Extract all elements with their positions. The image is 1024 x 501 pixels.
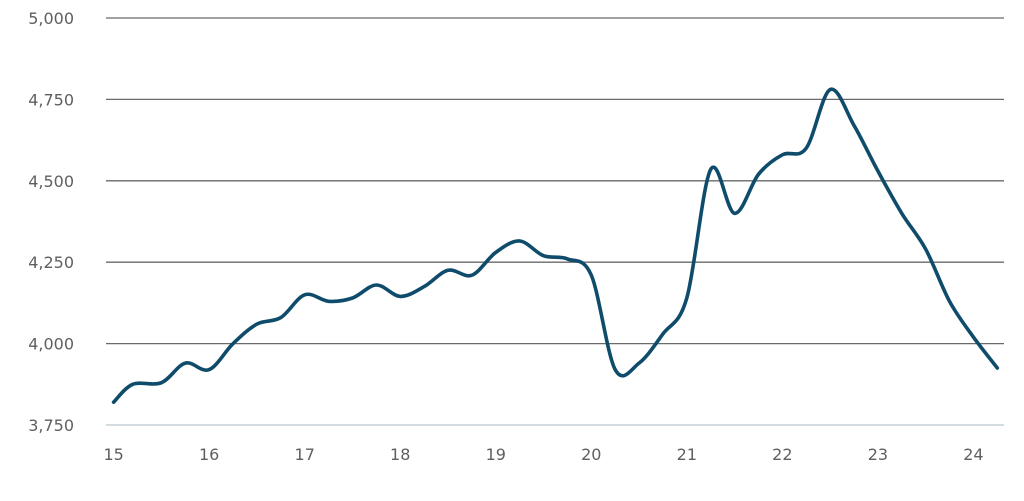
data-point [542,254,546,258]
x-tick-label: 19 [486,445,506,464]
y-tick-label: 5,000 [28,9,74,28]
data-point [183,361,187,365]
data-point [565,257,569,261]
data-point [422,285,426,289]
data-points [112,88,1000,405]
x-tick-label: 20 [581,445,601,464]
data-point [494,250,498,254]
x-tick-label: 21 [677,445,697,464]
x-tick-label: 23 [868,445,888,464]
data-point [279,316,283,320]
y-tick-label: 3,750 [28,416,74,435]
data-point [231,342,235,346]
data-point [131,382,135,386]
x-tick-label: 22 [772,445,792,464]
data-point [661,332,665,336]
x-tick-label: 16 [199,445,219,464]
data-point [876,169,880,173]
data-point [518,239,522,243]
data-point [900,211,904,215]
data-point [351,296,355,300]
y-tick-label: 4,000 [28,335,74,354]
data-point [757,172,761,176]
gridlines [106,17,1004,426]
data-point [637,361,641,365]
x-tick-label: 15 [103,445,123,464]
x-tick-label: 24 [963,445,983,464]
data-point [709,167,713,171]
data-point [733,211,737,215]
data-point [589,273,593,277]
x-tick-label: 18 [390,445,410,464]
data-point [971,335,975,339]
y-axis-tick-labels: 3,750 4,000 4,250 4,500 4,750 5,000 [28,9,74,435]
x-tick-label: 17 [295,445,315,464]
data-point [112,400,116,404]
data-point [327,299,331,303]
data-point [446,268,450,272]
data-point [828,88,832,92]
data-point [470,273,474,277]
x-axis-tick-labels: 15 16 17 18 19 20 21 22 23 24 [103,445,983,464]
data-point [255,322,259,326]
data-point [374,283,378,287]
series-line [111,87,1000,404]
data-point [995,366,999,370]
data-point [159,381,163,385]
data-point [780,153,784,157]
data-point [303,293,307,297]
data-point [924,247,928,251]
y-tick-label: 4,500 [28,172,74,191]
data-point [685,296,689,300]
data-point [207,368,211,372]
y-tick-label: 4,750 [28,90,74,109]
data-point [804,146,808,150]
y-tick-label: 4,250 [28,253,74,272]
data-point [948,299,952,303]
data-point [852,123,856,127]
data-point [398,294,402,298]
data-point [613,368,617,372]
